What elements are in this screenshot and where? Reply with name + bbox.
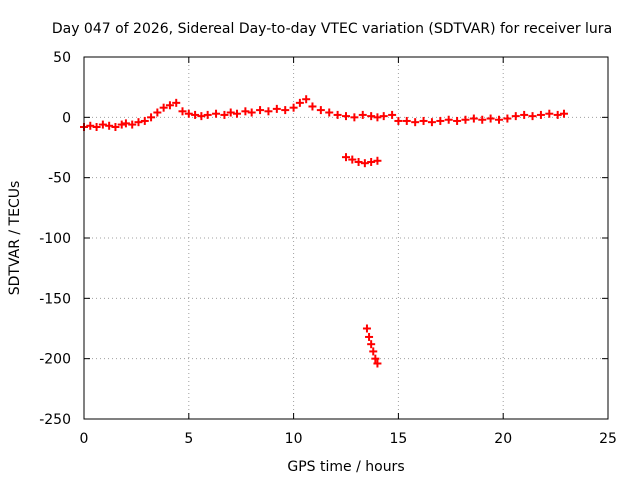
y-tick-label: 50	[53, 50, 71, 66]
data-point	[469, 114, 478, 123]
data-point	[316, 106, 325, 115]
data-point	[419, 116, 428, 125]
x-tick-label: 10	[285, 431, 303, 447]
data-point	[362, 324, 371, 333]
data-point	[281, 106, 290, 115]
data-point	[165, 101, 174, 110]
data-point	[373, 113, 382, 122]
data-point	[295, 98, 304, 107]
data-point	[559, 109, 568, 118]
data-point	[369, 347, 378, 356]
data-point	[444, 115, 453, 124]
plot-border	[83, 56, 609, 420]
data-point	[184, 109, 193, 118]
data-point	[371, 354, 380, 363]
x-tick-label: 20	[494, 431, 512, 447]
ticks: 0 5 10 15 20 25 -250 -200 -150 -100 -50 0 50	[39, 50, 617, 447]
x-tick-label: 5	[184, 431, 193, 447]
data-point	[478, 115, 487, 124]
data-point	[358, 110, 367, 119]
y-axis-label: SDTVAR / TECUs	[7, 181, 23, 296]
data-point	[220, 110, 229, 119]
data-point	[256, 106, 265, 115]
data-point	[367, 112, 376, 121]
data-point	[241, 107, 250, 116]
data-point	[486, 114, 495, 123]
data-point	[159, 103, 168, 112]
data-point	[264, 107, 273, 116]
data-point	[367, 340, 376, 349]
data-point	[233, 109, 242, 118]
data-point	[86, 121, 95, 130]
data-point	[140, 116, 149, 125]
data-point	[495, 115, 504, 124]
data-point	[289, 103, 298, 112]
data-point	[325, 108, 334, 117]
data-point	[111, 122, 120, 131]
y-tick-label: -200	[39, 352, 71, 368]
data-point	[342, 153, 350, 162]
x-tick-label: 15	[389, 431, 407, 447]
data-point	[367, 157, 376, 166]
data-point	[153, 108, 162, 117]
data-point	[436, 116, 445, 125]
data-point	[350, 113, 359, 122]
data-point	[402, 116, 411, 125]
data-point	[388, 110, 397, 119]
x-axis-label: GPS time / hours	[287, 459, 404, 475]
data-point	[373, 359, 382, 368]
data-point	[365, 332, 374, 341]
x-tick-label: 0	[80, 431, 89, 447]
y-tick-label: -100	[39, 231, 71, 247]
data-point	[394, 116, 403, 125]
data-point	[503, 114, 512, 123]
data-point	[333, 110, 342, 119]
data-point	[272, 104, 281, 113]
data-point	[520, 110, 529, 119]
data-point	[117, 120, 126, 129]
data-point	[191, 110, 200, 119]
data-point	[226, 108, 235, 117]
data-point	[342, 112, 350, 121]
data-point	[302, 95, 311, 104]
data-point	[411, 118, 420, 127]
data-point	[197, 112, 206, 121]
y-tick-label: 0	[62, 110, 71, 126]
data-point	[379, 112, 388, 121]
data-point	[354, 157, 363, 166]
data-point	[461, 115, 470, 124]
grid	[84, 57, 608, 419]
data-point	[105, 121, 114, 130]
data-point	[147, 113, 156, 122]
x-tick-label: 25	[599, 431, 617, 447]
data-point	[511, 112, 520, 121]
chart-title: Day 047 of 2026, Sidereal Day-to-day VTE…	[52, 21, 612, 37]
data-point	[121, 119, 130, 128]
data-point	[360, 159, 369, 168]
data-points	[80, 95, 568, 368]
data-point	[134, 118, 143, 127]
data-point	[427, 118, 436, 127]
data-point	[373, 156, 382, 165]
data-point	[212, 109, 221, 118]
y-tick-label: -50	[48, 171, 71, 187]
data-point	[545, 109, 554, 118]
data-point	[128, 120, 137, 129]
data-point	[453, 116, 462, 125]
data-point	[536, 110, 545, 119]
data-point	[172, 98, 181, 107]
data-point	[178, 107, 187, 116]
data-point	[528, 112, 537, 121]
data-point	[98, 120, 107, 129]
data-point	[308, 102, 317, 111]
data-point	[92, 122, 101, 131]
y-tick-label: -150	[39, 291, 71, 307]
y-tick-label: -250	[39, 412, 71, 428]
data-point	[553, 110, 562, 119]
data-point	[348, 155, 357, 164]
data-point	[203, 110, 212, 119]
data-point	[247, 108, 256, 117]
